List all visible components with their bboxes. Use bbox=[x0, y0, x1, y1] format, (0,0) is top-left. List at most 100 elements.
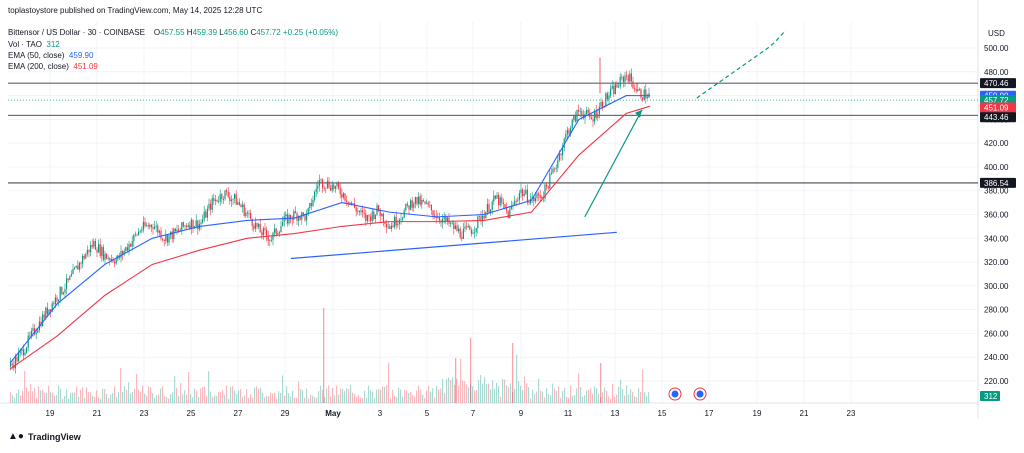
volume-bar bbox=[288, 393, 290, 403]
volume-bar bbox=[532, 389, 534, 403]
x-tick-label: 15 bbox=[658, 409, 667, 418]
y-tick-label: 480.00 bbox=[984, 68, 1009, 77]
volume-bar bbox=[314, 397, 316, 403]
volume-bar bbox=[466, 384, 468, 403]
candle-body bbox=[80, 262, 82, 264]
breakout-arrow[interactable] bbox=[584, 109, 643, 218]
candle-body bbox=[363, 212, 365, 214]
candle-body bbox=[66, 278, 68, 289]
candle-body bbox=[534, 197, 536, 202]
low-label: L bbox=[219, 28, 224, 37]
ema200-row[interactable]: EMA (200, close) 451.09 bbox=[8, 62, 98, 72]
candle-body bbox=[190, 219, 192, 229]
candle-body bbox=[627, 75, 629, 82]
volume-bar bbox=[220, 392, 222, 403]
candle-body bbox=[483, 215, 485, 219]
volume-bar bbox=[36, 397, 38, 403]
candle-body bbox=[602, 102, 604, 108]
candle-body bbox=[24, 352, 26, 356]
volume-bar bbox=[48, 385, 50, 403]
volume-bar bbox=[452, 377, 454, 403]
volume-bar bbox=[562, 390, 564, 403]
candle-body bbox=[74, 267, 76, 269]
candle-body bbox=[139, 231, 141, 233]
volume-bar bbox=[200, 388, 202, 403]
projection-dashed-line[interactable] bbox=[696, 29, 787, 99]
volume-bar bbox=[40, 390, 42, 403]
candle-body bbox=[478, 215, 480, 217]
candle-body bbox=[123, 250, 125, 255]
volume-bar bbox=[630, 389, 632, 403]
candle-body bbox=[421, 199, 423, 205]
y-tick-label: 240.00 bbox=[984, 353, 1009, 362]
volume-bar bbox=[234, 390, 236, 403]
volume-bar bbox=[380, 389, 382, 403]
volume-bar bbox=[388, 362, 390, 403]
volume-bar bbox=[30, 384, 32, 403]
volume-bar bbox=[422, 394, 424, 403]
volume-bar bbox=[590, 388, 592, 403]
candle-body bbox=[597, 114, 599, 118]
candle-body bbox=[178, 229, 180, 231]
volume-bar bbox=[322, 389, 324, 403]
candle-body bbox=[341, 194, 343, 198]
volume-bar bbox=[604, 387, 606, 403]
volume-bar bbox=[92, 395, 94, 403]
candle-body bbox=[432, 210, 434, 216]
candle-body bbox=[306, 213, 308, 221]
volume-value: 312 bbox=[46, 40, 60, 49]
volume-bar bbox=[346, 388, 348, 403]
candle-body bbox=[466, 226, 468, 228]
candle-body bbox=[165, 235, 167, 241]
candle-body bbox=[462, 228, 464, 239]
ema200-value: 451.09 bbox=[73, 62, 98, 71]
candle-body bbox=[304, 214, 306, 221]
volume-bar bbox=[426, 390, 428, 403]
volume-bar bbox=[496, 382, 498, 403]
price-axis-label-bg[interactable] bbox=[980, 177, 1016, 188]
volume-bar bbox=[418, 385, 420, 403]
candle-body bbox=[512, 204, 514, 206]
support-trendline[interactable] bbox=[290, 231, 617, 260]
volume-bar bbox=[72, 392, 74, 403]
candle-body bbox=[344, 193, 346, 201]
candle-body bbox=[528, 202, 530, 204]
price-axis-label-bg[interactable] bbox=[980, 78, 1016, 89]
volume-bar bbox=[26, 387, 28, 403]
volume-bar bbox=[606, 390, 608, 403]
candle-body bbox=[632, 81, 634, 89]
tradingview-logo[interactable]: ▲● TradingView bbox=[8, 431, 81, 442]
volume-bar bbox=[120, 367, 122, 403]
ema50-row[interactable]: EMA (50, close) 459.90 bbox=[8, 51, 93, 61]
volume-bar bbox=[464, 381, 466, 403]
price-axis-label-bg[interactable] bbox=[980, 102, 1016, 113]
volume-bar bbox=[350, 384, 352, 403]
volume-row[interactable]: Vol · TAO 312 bbox=[8, 40, 60, 50]
candle-body bbox=[477, 216, 479, 229]
candle-body bbox=[35, 332, 37, 335]
candle-body bbox=[18, 353, 20, 362]
candle-body bbox=[62, 292, 64, 295]
volume-bar bbox=[316, 397, 318, 403]
ema200-line[interactable] bbox=[9, 105, 651, 370]
candle-body bbox=[267, 235, 269, 241]
candle-body bbox=[414, 196, 416, 204]
candle-body bbox=[160, 230, 162, 239]
candle-body bbox=[78, 262, 80, 270]
candle-body bbox=[392, 225, 394, 228]
volume-bar bbox=[566, 396, 568, 403]
symbol-title[interactable]: Bittensor / US Dollar · 30 · COINBASE bbox=[8, 28, 145, 37]
candle-body bbox=[174, 228, 176, 232]
change-value: +0.25 (+0.05%) bbox=[282, 28, 339, 37]
volume-bar bbox=[74, 392, 76, 403]
price-axis-label-bg[interactable] bbox=[980, 112, 1016, 123]
ema50-line[interactable] bbox=[9, 95, 651, 364]
candle-body bbox=[51, 303, 53, 312]
candle-body bbox=[171, 231, 173, 240]
volume-bar bbox=[338, 394, 340, 403]
volume-bar bbox=[192, 397, 194, 403]
candle-body bbox=[245, 212, 247, 216]
volume-bar bbox=[374, 398, 376, 403]
candle-body bbox=[226, 190, 228, 192]
